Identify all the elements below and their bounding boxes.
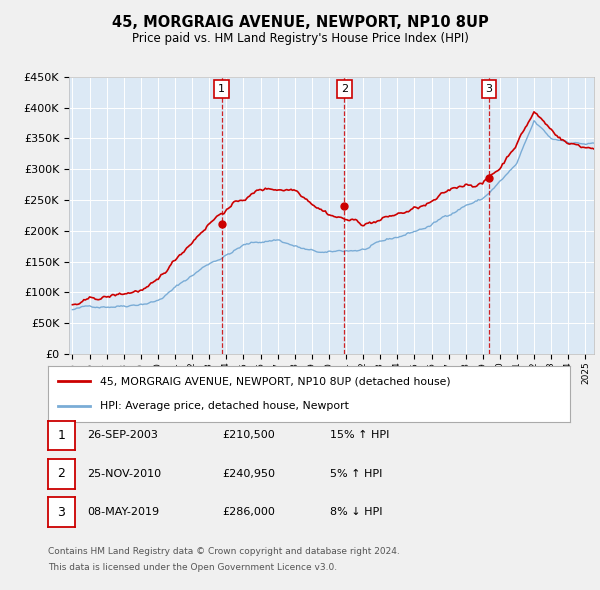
Text: 25-NOV-2010: 25-NOV-2010	[87, 469, 161, 478]
Text: Price paid vs. HM Land Registry's House Price Index (HPI): Price paid vs. HM Land Registry's House …	[131, 32, 469, 45]
Text: Contains HM Land Registry data © Crown copyright and database right 2024.: Contains HM Land Registry data © Crown c…	[48, 547, 400, 556]
Text: 15% ↑ HPI: 15% ↑ HPI	[330, 431, 389, 440]
Text: 2: 2	[58, 467, 65, 480]
Text: HPI: Average price, detached house, Newport: HPI: Average price, detached house, Newp…	[100, 401, 349, 411]
Text: £286,000: £286,000	[222, 507, 275, 517]
Text: 3: 3	[485, 84, 493, 94]
Text: £210,500: £210,500	[222, 431, 275, 440]
Text: 2: 2	[341, 84, 348, 94]
Text: 1: 1	[218, 84, 225, 94]
Text: 26-SEP-2003: 26-SEP-2003	[87, 431, 158, 440]
Text: 5% ↑ HPI: 5% ↑ HPI	[330, 469, 382, 478]
Text: 08-MAY-2019: 08-MAY-2019	[87, 507, 159, 517]
Text: £240,950: £240,950	[222, 469, 275, 478]
Text: 1: 1	[58, 429, 65, 442]
Text: This data is licensed under the Open Government Licence v3.0.: This data is licensed under the Open Gov…	[48, 563, 337, 572]
Text: 45, MORGRAIG AVENUE, NEWPORT, NP10 8UP (detached house): 45, MORGRAIG AVENUE, NEWPORT, NP10 8UP (…	[100, 376, 451, 386]
Text: 8% ↓ HPI: 8% ↓ HPI	[330, 507, 383, 517]
Text: 3: 3	[58, 506, 65, 519]
Text: 45, MORGRAIG AVENUE, NEWPORT, NP10 8UP: 45, MORGRAIG AVENUE, NEWPORT, NP10 8UP	[112, 15, 488, 30]
